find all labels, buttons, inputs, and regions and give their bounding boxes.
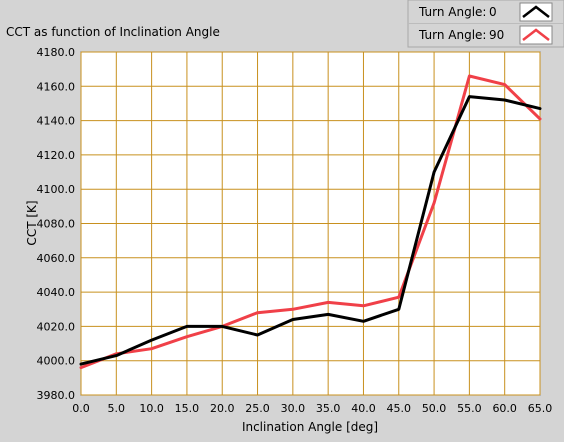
y-tick-label: 4160.0 [37,80,76,93]
legend-label-1: Turn Angle: [418,28,486,42]
legend-value-1: 90 [489,28,504,42]
x-axis-label: Inclination Angle [deg] [242,420,378,434]
x-tick-label: 15.0 [175,402,200,415]
y-tick-label: 4180.0 [37,46,76,59]
x-tick-label: 35.0 [316,402,341,415]
y-tick-labels: 3980.0 4000.0 4020.0 4040.0 4060.0 4080.0 4100… [37,46,76,402]
legend-swatch-1 [522,28,550,41]
y-tick-label: 4100.0 [37,183,76,196]
x-tick-label: 5.0 [108,402,126,415]
x-tick-label: 20.0 [210,402,235,415]
legend-swatch-box-1 [519,25,553,45]
legend-label-0: Turn Angle: [418,5,486,19]
x-tick-label: 60.0 [492,402,517,415]
y-tick-label: 4060.0 [37,252,76,265]
y-tick-label: 4080.0 [37,218,76,231]
y-axis-label: CCT [K] [25,200,39,245]
series-layer [79,74,542,370]
grid [80,51,541,396]
series-line-turn-90 [79,74,542,370]
x-tick-label: 65.0 [528,402,553,415]
legend-value-0: 0 [489,5,497,19]
x-tick-label: 0.0 [72,402,90,415]
y-tick-label: 4000.0 [37,355,76,368]
legend: Turn Angle: 0 Turn Angle: 90 [407,0,564,48]
x-tick-label: 55.0 [457,402,482,415]
y-tick-label: 4120.0 [37,149,76,162]
y-tick-label: 4040.0 [37,286,76,299]
x-tick-label: 40.0 [351,402,376,415]
x-tick-label: 30.0 [281,402,306,415]
x-tick-label: 45.0 [387,402,412,415]
x-tick-label: 25.0 [245,402,270,415]
series-line-turn-0 [79,95,542,366]
x-tick-label: 10.0 [139,402,164,415]
y-tick-label: 4020.0 [37,320,76,333]
chart-title: CCT as function of Inclination Angle [6,25,220,39]
x-tick-labels: 0.0 5.0 10.0 15.0 20.0 25.0 30.0 35.0 40.0 45.0 50… [72,402,552,415]
legend-swatch-box-0 [519,2,553,22]
y-tick-label: 3980.0 [37,389,76,402]
legend-swatch-0 [522,5,550,18]
y-tick-label: 4140.0 [37,115,76,128]
x-tick-label: 50.0 [422,402,447,415]
